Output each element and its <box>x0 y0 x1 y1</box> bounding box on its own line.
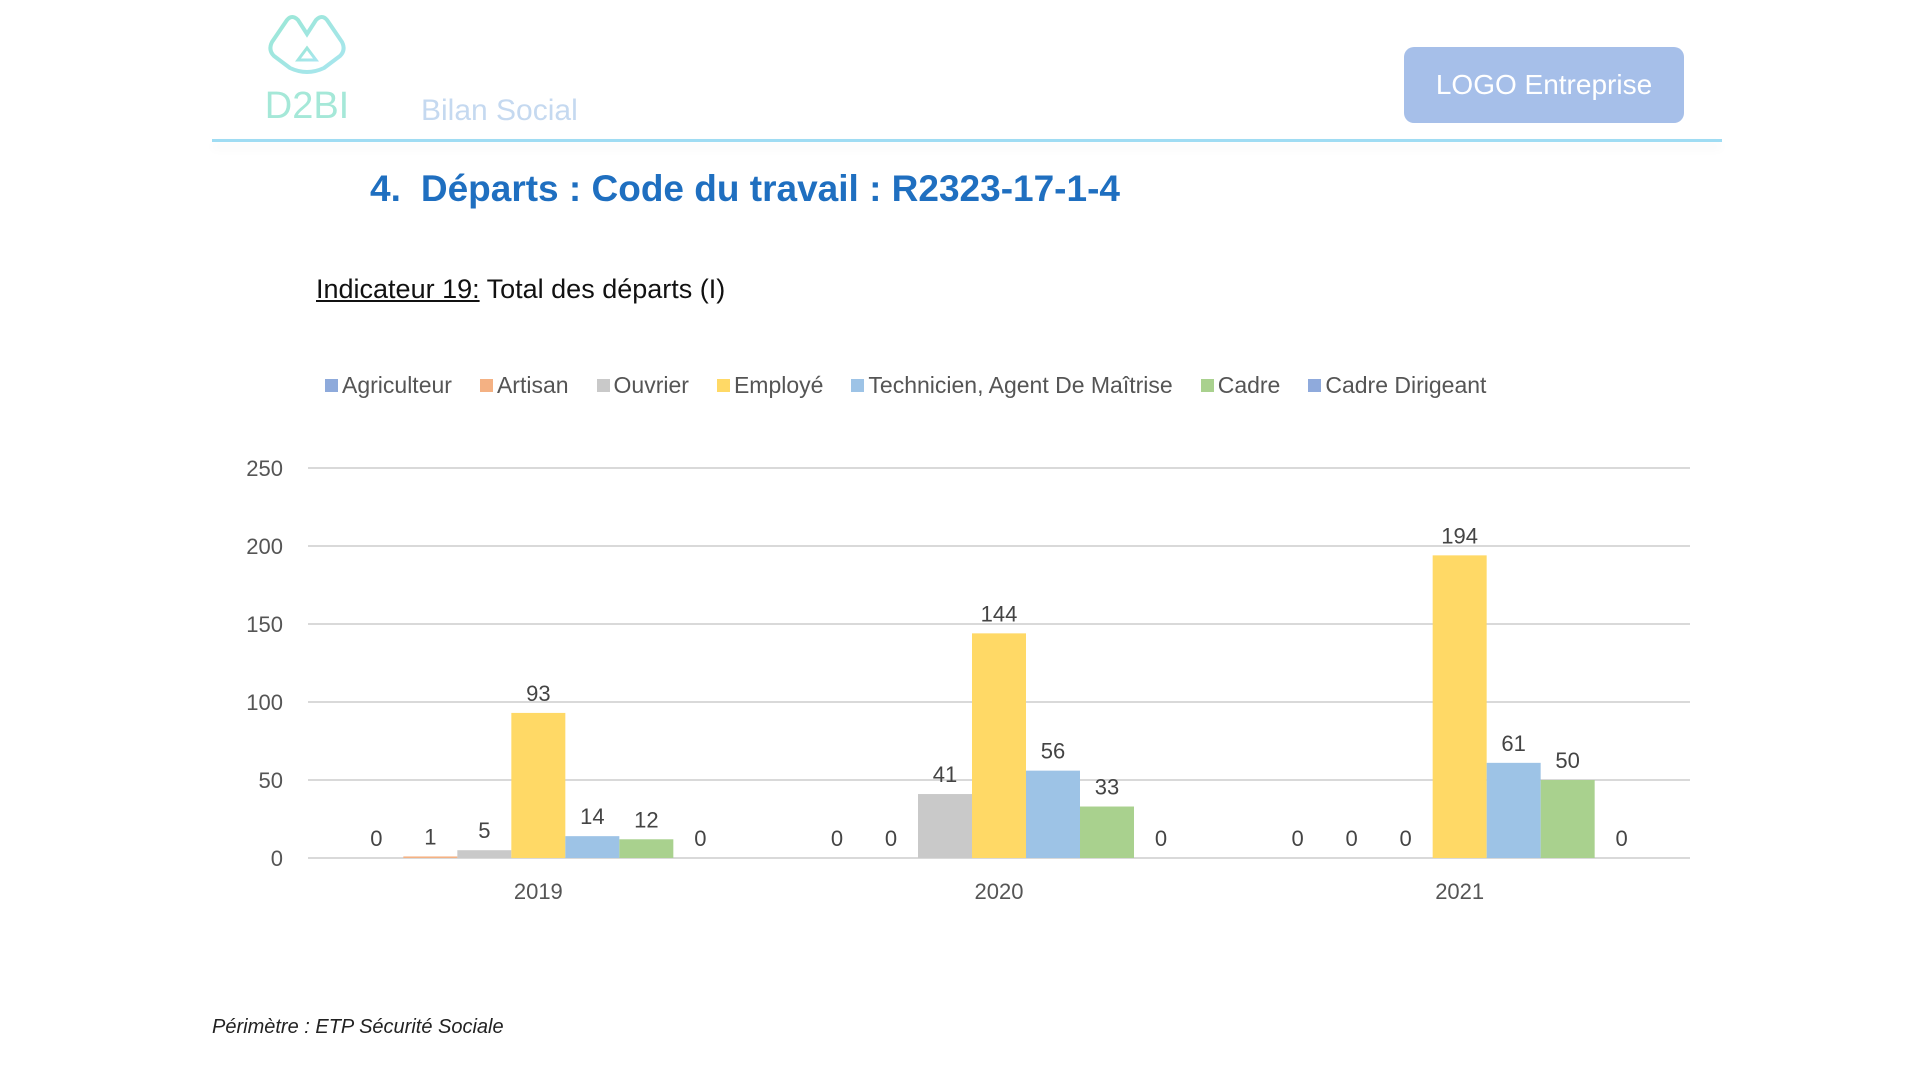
data-label: 0 <box>1616 826 1628 851</box>
data-label: 93 <box>526 681 550 706</box>
bar-cadre-2019 <box>619 839 674 858</box>
bar-employ--2019 <box>511 712 566 858</box>
data-label: 0 <box>831 826 843 851</box>
legend-item: Technicien, Agent De Maîtrise <box>851 372 1173 399</box>
legend-label: Technicien, Agent De Maîtrise <box>868 372 1173 398</box>
chart-legend: Agriculteur Artisan Ouvrier Employé Technici… <box>325 372 1486 399</box>
data-label: 12 <box>634 807 658 832</box>
data-label: 14 <box>580 804 604 829</box>
indicator-label: Indicateur 19: <box>316 274 480 304</box>
y-tick-label: 50 <box>259 768 283 793</box>
data-label: 0 <box>1155 826 1167 851</box>
data-label: 0 <box>1400 826 1412 851</box>
data-label: 56 <box>1041 739 1065 764</box>
legend-label: Cadre Dirigeant <box>1325 372 1487 398</box>
legend-swatch <box>325 379 338 392</box>
bar-technicien-agent-de-ma-trise-2020 <box>1026 770 1080 858</box>
bar-ouvrier-2020 <box>918 794 972 858</box>
legend-label: Artisan <box>496 372 569 398</box>
legend-item: Cadre <box>1200 372 1281 399</box>
report-subtitle: Bilan Social <box>421 94 578 127</box>
indicator-text: Total des départs (I) <box>479 274 726 304</box>
legend-item: Employé <box>716 372 824 399</box>
legend-swatch <box>716 379 730 392</box>
data-label: 5 <box>478 818 490 843</box>
svg-text:D2BI: D2BI <box>265 85 349 124</box>
company-logo-placeholder: LOGO Entreprise <box>1404 47 1684 123</box>
header-divider <box>212 139 1722 142</box>
legend-label: Cadre <box>1217 372 1281 398</box>
legend-label: Employé <box>733 372 824 398</box>
perimeter-note: Périmètre : ETP Sécurité Sociale <box>212 1016 504 1038</box>
data-label: 50 <box>1555 748 1579 773</box>
data-label: 194 <box>1441 523 1478 548</box>
legend-swatch <box>479 379 493 392</box>
data-label: 0 <box>370 826 382 851</box>
legend-swatch <box>1200 379 1214 392</box>
section-number: 4. <box>370 168 401 209</box>
data-label: 61 <box>1501 731 1525 756</box>
y-tick-label: 150 <box>246 612 283 637</box>
data-label: 144 <box>981 601 1018 626</box>
legend-label: Ouvrier <box>613 372 689 398</box>
legend-item: Artisan <box>479 372 569 399</box>
y-tick-label: 0 <box>271 846 283 871</box>
section-title-text: Départs : Code du travail : R2323-17-1-4 <box>420 168 1120 209</box>
y-tick-label: 250 <box>246 456 283 481</box>
data-label: 0 <box>1346 826 1358 851</box>
data-label: 0 <box>885 826 897 851</box>
bar-artisan-2019 <box>403 856 458 858</box>
bar-employ--2021 <box>1432 555 1487 858</box>
legend-item: Ouvrier <box>596 372 689 399</box>
y-tick-label: 100 <box>246 690 283 715</box>
bar-technicien-agent-de-ma-trise-2021 <box>1486 762 1541 858</box>
legend-item: Cadre Dirigeant <box>1308 372 1486 399</box>
data-label: 41 <box>933 762 957 787</box>
bar-employ--2020 <box>972 633 1026 858</box>
bar-ouvrier-2019 <box>457 850 512 858</box>
bar-technicien-agent-de-ma-trise-2019 <box>565 836 620 858</box>
x-tick-label: 2021 <box>1435 879 1484 904</box>
data-label: 1 <box>424 824 436 849</box>
data-label: 0 <box>694 826 706 851</box>
data-label: 33 <box>1095 775 1119 800</box>
legend-swatch <box>1308 379 1322 392</box>
legend-label: Agriculteur <box>342 372 452 398</box>
x-tick-label: 2019 <box>514 879 563 904</box>
d2bi-logo: D2BI <box>262 12 352 127</box>
y-tick-label: 200 <box>246 534 283 559</box>
bar-cadre-2020 <box>1080 806 1134 858</box>
legend-item: Agriculteur <box>325 372 452 399</box>
indicator-heading: Indicateur 19: Total des départs (I) <box>316 274 725 305</box>
legend-swatch <box>851 379 865 392</box>
data-label: 0 <box>1292 826 1304 851</box>
x-tick-label: 2020 <box>975 879 1024 904</box>
section-title: 4. Départs : Code du travail : R2323-17-1… <box>370 168 1120 210</box>
legend-swatch <box>596 379 610 392</box>
bar-cadre-2021 <box>1540 780 1595 858</box>
